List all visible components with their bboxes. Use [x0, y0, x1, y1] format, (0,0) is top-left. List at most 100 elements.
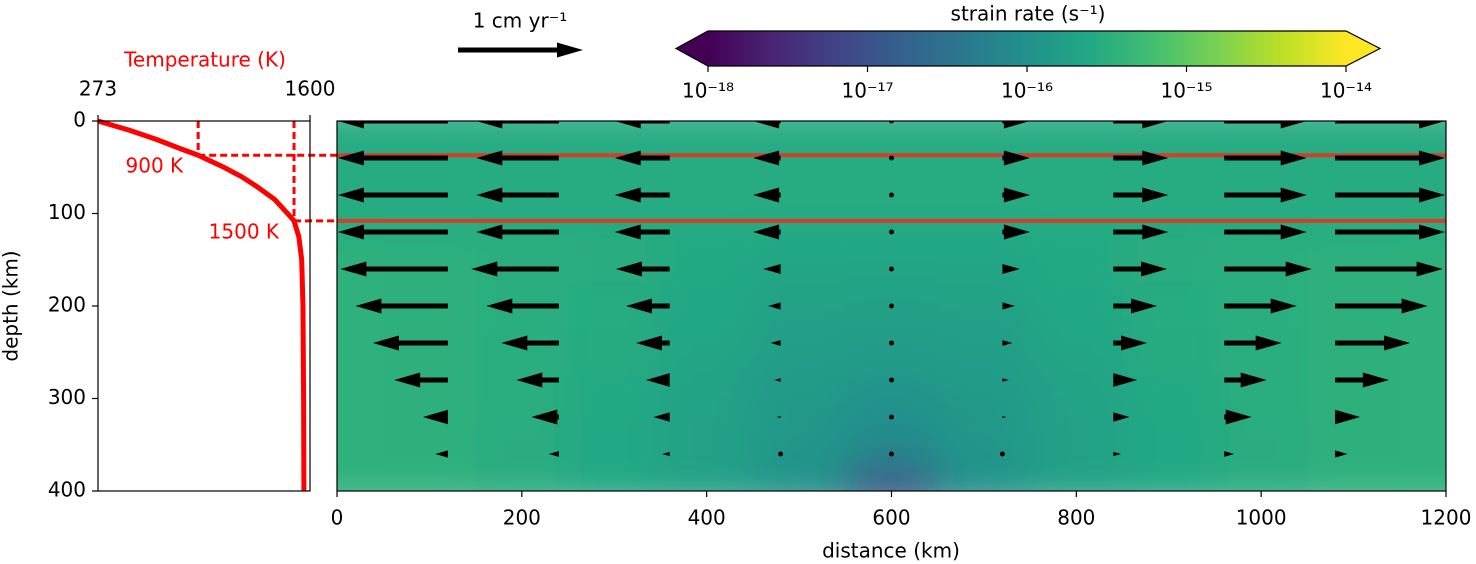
field-cell	[752, 236, 846, 284]
velocity-arrow	[548, 451, 559, 457]
velocity-arrow	[753, 121, 781, 129]
y-tick-label: 300	[48, 385, 86, 409]
velocity-arrow	[1224, 409, 1252, 425]
velocity-arrow	[778, 451, 784, 457]
velocity-arrow	[516, 372, 559, 388]
velocity-arrow	[889, 266, 894, 272]
field-cell	[475, 144, 569, 191]
field-cell	[568, 375, 661, 423]
velocity-arrow	[1335, 187, 1446, 203]
velocity-arrow	[1002, 415, 1007, 419]
velocity-arrow	[1002, 150, 1030, 166]
field-cell	[1122, 375, 1216, 423]
velocity-arrow	[889, 229, 894, 235]
velocity-arrow	[1224, 187, 1307, 203]
field-cell	[1122, 144, 1216, 191]
field-cell	[660, 375, 754, 423]
colorbar-tick-label: 10⁻¹⁴	[1320, 79, 1372, 103]
field-cell	[383, 144, 477, 191]
colorbar-tick-label: 10⁻¹⁶	[1001, 79, 1053, 103]
velocity-arrow	[337, 187, 448, 203]
x-tick-label: 600	[872, 506, 910, 530]
velocity-arrow	[486, 298, 559, 314]
velocity-arrow	[645, 373, 670, 387]
velocity-arrow	[422, 409, 448, 425]
velocity-arrow	[476, 187, 559, 203]
quiver-key-arrow	[458, 42, 583, 58]
colorbar-label: strain rate (s⁻¹)	[951, 2, 1106, 26]
velocity-arrow	[768, 302, 781, 310]
velocity-arrow	[1335, 335, 1411, 351]
field-cell	[845, 190, 939, 238]
velocity-arrow	[1002, 340, 1013, 346]
field-cell	[568, 421, 661, 469]
field-cell	[1122, 421, 1216, 469]
velocity-arrow	[1335, 372, 1389, 388]
field-cell	[1399, 329, 1446, 376]
field-cell	[845, 144, 939, 191]
velocity-arrow	[615, 261, 670, 277]
colorbar	[708, 31, 1346, 66]
field-cell	[337, 236, 384, 284]
velocity-arrow	[476, 150, 559, 166]
velocity-arrow	[372, 335, 448, 351]
field-cell	[660, 467, 754, 491]
velocity-arrow	[1113, 412, 1130, 422]
field-cell	[568, 144, 661, 191]
colorbar-extend-high	[1346, 31, 1380, 66]
axes-frame	[336, 120, 1447, 492]
x-tick-label: 273	[79, 77, 117, 101]
field-cell	[752, 144, 846, 191]
field-cell	[1030, 144, 1124, 191]
temperature-axis-label: Temperature (K)	[123, 48, 286, 72]
velocity-arrow	[770, 340, 781, 346]
velocity-arrow	[435, 450, 448, 458]
x-tick-label: 200	[503, 506, 541, 530]
field-cell	[845, 375, 939, 423]
velocity-arrow	[1113, 224, 1169, 240]
field-cell	[568, 467, 661, 491]
x-tick-label: 400	[688, 506, 726, 530]
x-tick-label: 1600	[285, 77, 336, 101]
velocity-arrow	[614, 150, 670, 166]
field-cell	[660, 421, 754, 469]
velocity-arrow	[889, 340, 894, 346]
field-cell	[1030, 375, 1124, 423]
velocity-arrow	[1113, 150, 1169, 166]
field-cell	[1030, 121, 1124, 145]
velocity-arrow	[1335, 150, 1446, 166]
field-cell	[1030, 421, 1124, 469]
y-tick-label: 0	[73, 108, 86, 132]
velocity-arrow	[476, 121, 559, 129]
velocity-arrow	[999, 451, 1005, 457]
colorbar-tick-label: 10⁻¹⁵	[1160, 79, 1212, 103]
field-cell	[660, 236, 754, 284]
field-cell	[1307, 121, 1401, 145]
velocity-arrow	[753, 224, 781, 240]
quiver-key-label: 1 cm yr⁻¹	[473, 9, 568, 33]
velocity-arrow	[1113, 187, 1169, 203]
velocity-arrow	[614, 187, 670, 203]
field-cell	[937, 144, 1031, 191]
velocity-arrow	[774, 378, 781, 382]
field-cell	[1399, 467, 1446, 491]
field-cell	[1399, 421, 1446, 469]
velocity-arrow	[635, 335, 670, 351]
x-tick-label: 1000	[1236, 506, 1287, 530]
distance-axis-label: distance (km)	[822, 539, 960, 563]
colorbar-tick-label: 10⁻¹⁸	[682, 79, 734, 103]
field-cell	[383, 375, 477, 423]
velocity-arrow	[653, 412, 670, 422]
velocity-arrow	[1113, 121, 1169, 129]
field-cell	[1122, 329, 1216, 376]
field-cell	[1399, 236, 1446, 284]
field-cell	[937, 467, 1031, 491]
velocity-arrow	[889, 377, 894, 383]
field-cell	[475, 236, 569, 284]
velocity-arrow	[1335, 298, 1428, 314]
field-cell	[752, 467, 846, 491]
velocity-arrow	[889, 414, 894, 420]
velocity-arrow	[889, 303, 894, 309]
field-cell	[475, 467, 569, 491]
